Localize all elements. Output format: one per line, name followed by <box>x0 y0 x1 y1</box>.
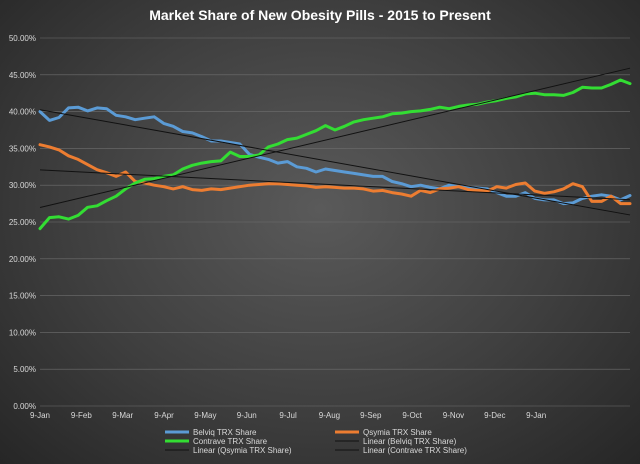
y-tick-label: 0.00% <box>13 402 36 411</box>
y-tick-label: 15.00% <box>9 292 36 301</box>
trendline-belviq <box>39 109 631 216</box>
y-axis-ticks: 0.00% 5.00% 10.00% 15.00% 20.00% 25.00% 30.00%… <box>9 34 36 411</box>
trendline-qsymia <box>39 169 631 201</box>
y-tick-label: 35.00% <box>9 144 36 153</box>
x-tick-label: 9-Nov <box>443 411 464 420</box>
trendlines <box>39 67 631 216</box>
x-tick-label: 9-Dec <box>484 411 505 420</box>
x-tick-label: 9-Oct <box>402 411 422 420</box>
x-tick-label: 9-Jul <box>279 411 297 420</box>
legend-label: Linear (Belviq TRX Share) <box>363 437 457 446</box>
legend-label: Belviq TRX Share <box>193 428 257 437</box>
x-tick-label: 9-Jan <box>30 411 50 420</box>
legend-label: Contrave TRX Share <box>193 437 268 446</box>
y-tick-label: 50.00% <box>9 34 36 43</box>
y-tick-label: 45.00% <box>9 71 36 80</box>
x-tick-label: 9-May <box>194 411 216 420</box>
x-tick-label: 9-Aug <box>319 411 340 420</box>
trendline-contrave <box>39 67 631 209</box>
y-tick-label: 20.00% <box>9 255 36 264</box>
y-tick-label: 5.00% <box>13 365 36 374</box>
legend-label: Qsymia TRX Share <box>363 428 432 437</box>
y-tick-label: 40.00% <box>9 108 36 117</box>
x-axis-ticks: 9-Jan 9-Feb 9-Mar 9-Apr 9-May 9-Jun 9-Jul 9-Aug… <box>30 411 546 420</box>
y-tick-label: 25.00% <box>9 218 36 227</box>
chart-title: Market Share of New Obesity Pills - 2015… <box>149 7 491 23</box>
y-tick-label: 10.00% <box>9 328 36 337</box>
x-tick-label: 9-Apr <box>154 411 174 420</box>
x-tick-label: 9-Sep <box>360 411 382 420</box>
y-tick-label: 30.00% <box>9 181 36 190</box>
x-tick-label: 9-Jan <box>526 411 546 420</box>
series-line-contrave <box>38 78 632 231</box>
grid-lines <box>40 37 630 407</box>
legend-label: Linear (Contrave TRX Share) <box>363 446 467 455</box>
series-lines <box>38 78 632 231</box>
series-line-belviq <box>38 105 632 206</box>
x-tick-label: 9-Feb <box>71 411 92 420</box>
legend-label: Linear (Qsymia TRX Share) <box>193 446 292 455</box>
x-tick-label: 9-Jun <box>237 411 257 420</box>
legend: Belviq TRX Share Qsymia TRX Share Contrave… <box>165 428 467 455</box>
x-tick-label: 9-Mar <box>112 411 133 420</box>
